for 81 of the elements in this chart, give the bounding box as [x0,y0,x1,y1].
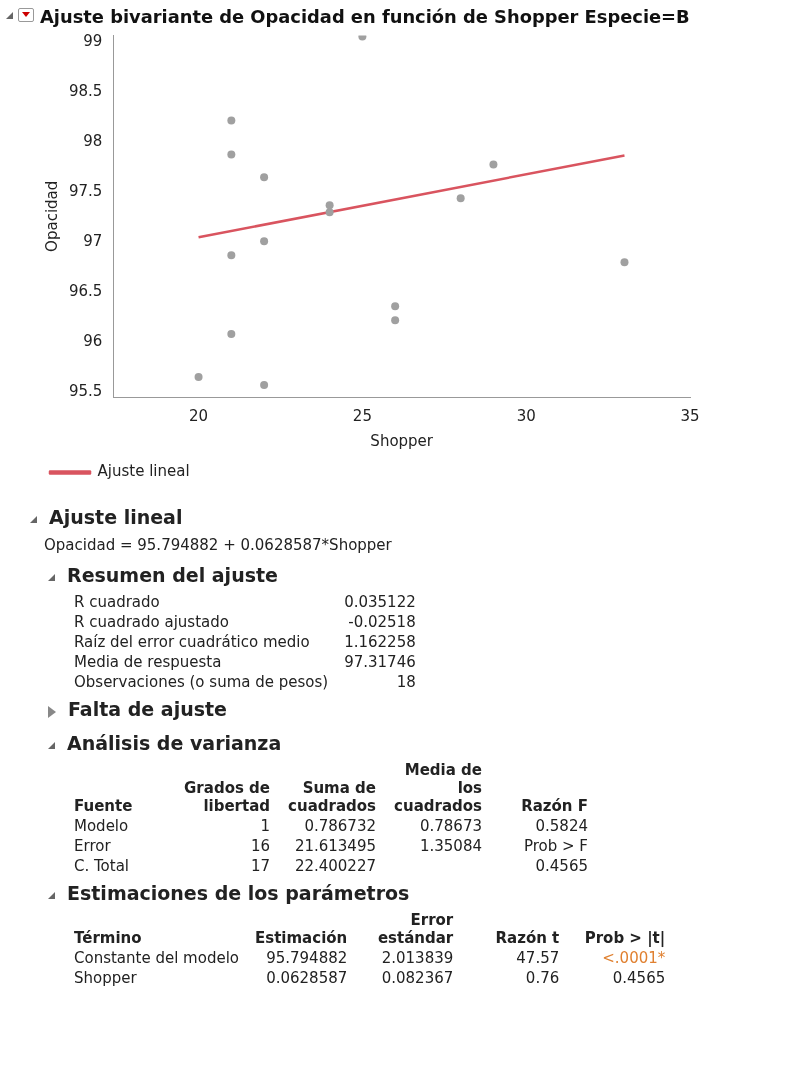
y-tick-label: 95.5 [68,381,103,400]
text: 16 [249,836,271,856]
text: 22.400227 [293,856,377,876]
text: 0.0628587 [265,968,349,988]
y-tick-label: 98 [83,132,103,151]
text: 47.57 [515,948,561,968]
text: 18 [395,672,417,692]
text: Media de los cuadrados [393,760,483,816]
text: 0.786732 [303,816,377,836]
text: Constante del modelo [73,948,240,968]
x-tick-label: 30 [516,406,536,425]
text: 1.162258 [343,632,417,652]
text: Prob > |t| [583,928,667,948]
point [227,150,236,159]
text: 0.4565 [534,856,589,876]
y-tick-label: 97 [83,232,103,251]
text: 97.31746 [343,652,417,672]
text: 21.613495 [293,836,377,856]
text: -0.02518 [347,612,417,632]
text: Falta de ajuste [67,697,228,722]
point [194,373,203,382]
y-tick-label: 96.5 [68,282,103,301]
x-tick-label: 35 [680,406,700,425]
text: Estimación [254,928,349,948]
text: Razón t [494,928,561,948]
point [456,194,465,203]
text: <.0001* [601,948,667,968]
text: Fuente [73,796,134,816]
text: Término [73,928,143,948]
text: C. Total [73,856,131,876]
text: Opacidad = 95.794882 + 0.0628587*Shopper [44,536,393,554]
text: Observaciones (o suma de pesos) [73,672,330,692]
point [227,116,236,125]
text: 95.794882 [265,948,349,968]
text: Razón F [520,796,589,816]
text: 1 [259,816,271,836]
point [620,258,629,267]
x-tick-label: 25 [352,406,372,425]
text: R cuadrado ajustado [73,612,230,632]
point [325,208,334,217]
text: 0.035122 [343,592,417,612]
y-axis-title: Opacidad [42,180,61,252]
text: 0.082367 [380,968,455,988]
text: Prob > F [522,836,589,856]
point [260,381,269,390]
x-tick-label: 20 [189,406,209,425]
text: Análisis de varianza [66,731,283,756]
text: Media de respuesta [73,652,223,672]
text: 2.013839 [380,948,455,968]
text: Raíz del error cuadrático medio [73,632,311,652]
text: Estimaciones de los parámetros [66,881,411,906]
text: Modelo [73,816,130,836]
point [260,237,269,246]
legend-label: Ajuste lineal [97,462,190,481]
text: Ajuste lineal [48,505,184,530]
x-axis-title: Shopper [370,431,434,450]
text: 17 [249,856,271,876]
point [227,251,236,260]
text: Error [73,836,112,856]
point [391,316,400,325]
point [489,160,498,169]
text: Shopper [73,968,138,988]
point [227,330,236,339]
text: 0.78673 [418,816,483,836]
y-tick-label: 99 [83,32,103,51]
text: Error estándar [376,910,455,948]
text: Grados de libertad [183,778,271,816]
point [391,302,400,311]
text: 0.76 [524,968,561,988]
text: Resumen del ajuste [66,563,279,588]
text: 1.35084 [418,836,483,856]
y-tick-label: 97.5 [68,182,103,201]
y-tick-label: 96 [83,331,103,350]
y-tick-label: 98.5 [68,82,103,101]
text: 0.5824 [534,816,589,836]
point [325,201,334,210]
text: R cuadrado [73,592,161,612]
text: 0.4565 [611,968,667,988]
text: Suma de cuadrados [287,778,377,816]
point [260,173,269,182]
chart-title: Ajuste bivariante de Opacidad en función de Shopper Especie=B [40,6,690,28]
